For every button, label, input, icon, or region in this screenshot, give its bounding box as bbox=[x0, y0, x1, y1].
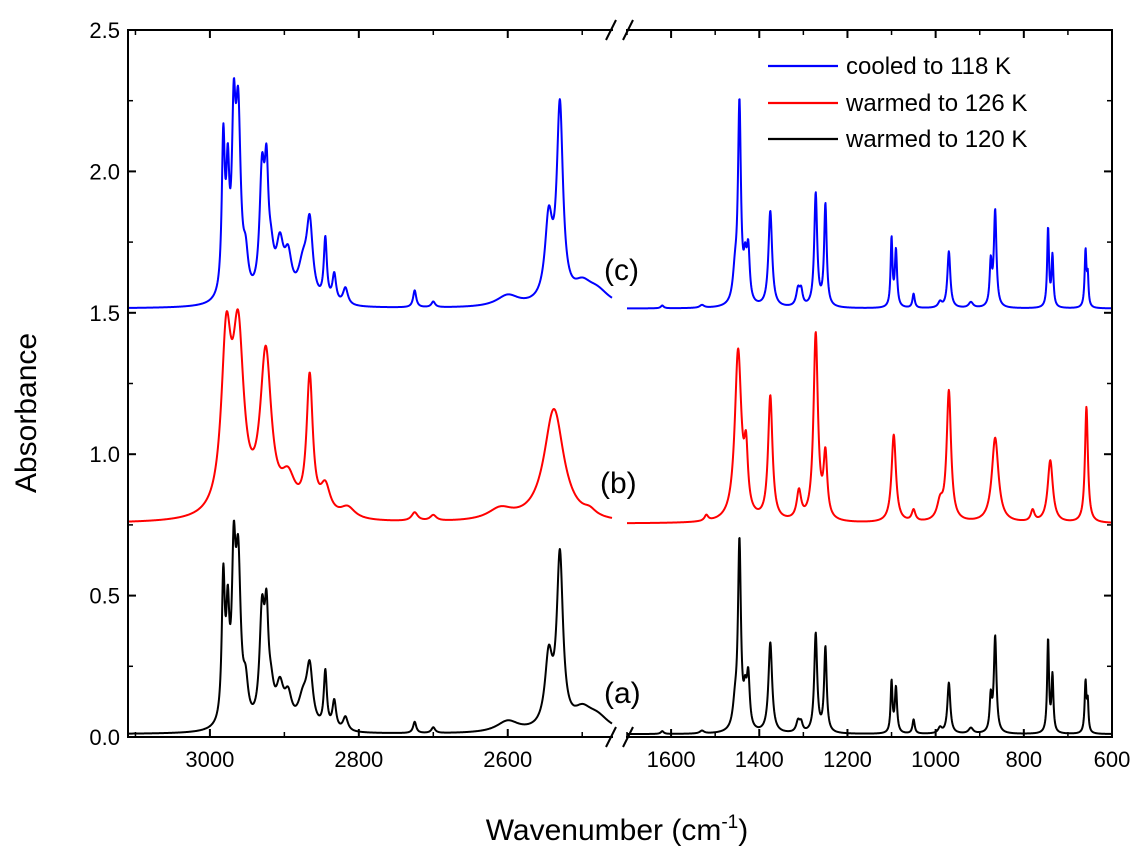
legend-label-cooled-118k: cooled to 118 K bbox=[846, 53, 1011, 80]
x-axis-title-unit-exponent: -1 bbox=[721, 812, 738, 833]
x-axis-title: Wavenumber (cm-1) bbox=[486, 812, 749, 847]
y-tick-label: 2.0 bbox=[89, 159, 120, 184]
y-tick-label: 1.0 bbox=[89, 442, 120, 467]
x-tick-label: 2600 bbox=[483, 747, 532, 772]
spectrum-lines bbox=[128, 78, 1112, 734]
annotation-a: (a) bbox=[604, 677, 641, 710]
series-line-cooled-118k-seg1 bbox=[128, 78, 612, 308]
x-tick-label: 600 bbox=[1094, 747, 1131, 772]
y-tick-label: 0.5 bbox=[89, 584, 120, 609]
series-line-warmed-126k-seg2 bbox=[627, 332, 1112, 523]
legend-label-warmed-126k: warmed to 126 K bbox=[845, 90, 1027, 117]
x-tick-label: 2800 bbox=[334, 747, 383, 772]
annotation-c: (c) bbox=[604, 254, 639, 287]
y-tick-label: 0.0 bbox=[89, 725, 120, 750]
curve-annotations: (c) (b) (a) bbox=[600, 254, 641, 710]
y-tick-label: 1.5 bbox=[89, 301, 120, 326]
y-axis-title: Absorbance bbox=[10, 333, 43, 493]
x-axis-break-gap-top bbox=[613, 27, 626, 33]
annotation-b: (b) bbox=[600, 467, 637, 500]
x-axis-title-end: ) bbox=[738, 814, 748, 847]
x-tick-label: 1600 bbox=[647, 747, 696, 772]
x-axis-break-gap-bottom bbox=[613, 734, 626, 740]
x-tick-label: 3000 bbox=[185, 747, 234, 772]
legend: cooled to 118 K warmed to 126 K warmed t… bbox=[768, 53, 1027, 153]
x-tick-label: 800 bbox=[1005, 747, 1042, 772]
series-line-warmed-120k-seg1 bbox=[128, 521, 612, 734]
series-line-warmed-126k-seg1 bbox=[128, 309, 612, 521]
legend-label-warmed-120k: warmed to 120 K bbox=[845, 126, 1027, 153]
series-line-warmed-120k-seg2 bbox=[627, 538, 1112, 734]
x-tick-label: 1200 bbox=[823, 747, 872, 772]
x-axis-title-main: Wavenumber (cm bbox=[486, 814, 722, 847]
x-tick-label: 1000 bbox=[911, 747, 960, 772]
y-tick-label: 2.5 bbox=[89, 18, 120, 43]
x-tick-label: 1400 bbox=[735, 747, 784, 772]
